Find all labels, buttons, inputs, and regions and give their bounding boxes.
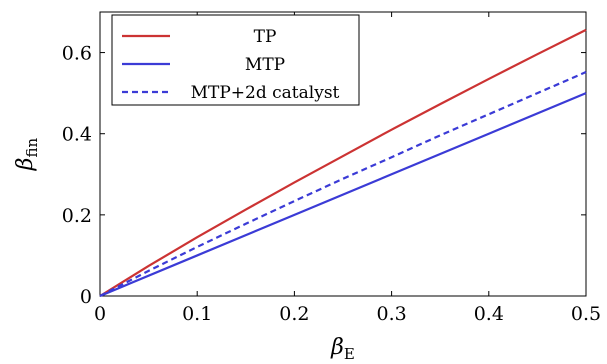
x-axis-label: βE [330,335,355,363]
legend-label-mtp: MTP [245,55,285,75]
y-axis-label: βfin [13,137,41,171]
x-axis-symbol: β [330,335,344,360]
series-lines [99,28,587,298]
legend-box [111,14,360,106]
x-tick-label: 0.1 [182,303,212,325]
y-tick-label: 0.6 [62,43,92,65]
y-axis-subscript: fin [23,137,41,157]
series-line-mtp [99,92,587,298]
y-axis-symbol: β [13,157,38,171]
x-tick-label: 0 [94,303,106,325]
x-tick-label: 0.2 [279,303,309,325]
y-tick-label: 0 [80,286,92,308]
tick-labels: 0 0.1 0.2 0.3 0.4 0.5 0 0.2 0.4 0.6 [62,43,601,325]
series-line-tp [99,28,587,297]
series-line-mtp-catalyst [99,71,587,297]
legend: TP MTP MTP+2d catalyst [111,14,360,106]
x-tick-label: 0.3 [376,303,406,325]
x-tick-label: 0.4 [474,303,504,325]
legend-label-mtp-catalyst: MTP+2d catalyst [191,83,340,103]
x-tick-label: 0.5 [571,303,601,325]
legend-label-tp: TP [254,27,277,47]
x-axis-subscript: E [344,345,355,363]
y-tick-label: 0.2 [62,205,92,227]
y-tick-label: 0.4 [62,124,92,146]
plot-frame [99,11,587,297]
